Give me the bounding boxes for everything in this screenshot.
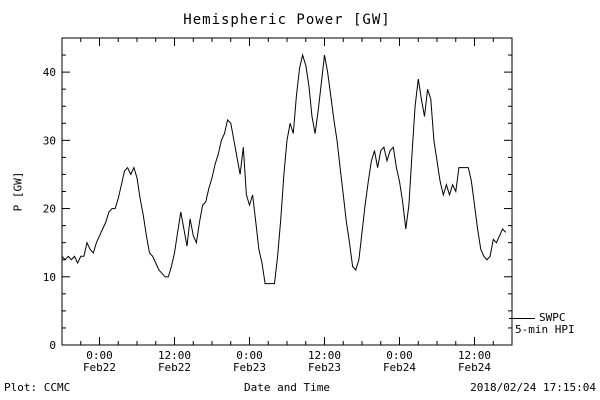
plot-timestamp: 2018/02/24 17:15:04 [470,381,596,394]
hpi-data-line [61,53,507,285]
legend-line-swatch [509,317,535,319]
x-tick-time-label: 0:00 [86,349,113,362]
x-tick-date-label: Feb24 [458,361,491,374]
y-tick-label: 40 [43,66,56,79]
plot-credit: Plot: CCMC [4,381,71,394]
x-axis-label: Date and Time [243,381,331,394]
legend-row-source: SWPC [509,312,599,324]
x-tick-time-label: 12:00 [158,349,191,362]
x-tick-date-label: Feb23 [308,361,341,374]
x-tick-time-label: 0:00 [386,349,413,362]
x-tick-time-label: 0:00 [236,349,263,362]
x-tick-date-label: Feb23 [233,361,266,374]
y-tick-label: 20 [43,203,56,216]
legend-series-label: 5-min HPI [515,323,575,336]
y-axis-label: P [GW] [11,171,25,212]
x-tick-time-label: 12:00 [308,349,341,362]
y-tick-label: 10 [43,271,56,284]
x-tick-time-label: 12:00 [458,349,491,362]
y-tick-label: 30 [43,134,56,147]
x-tick-date-label: Feb24 [383,361,416,374]
y-tick-label: 0 [49,339,56,352]
x-tick-date-label: Feb22 [158,361,191,374]
chart-title: Hemispheric Power [GW] [183,12,391,28]
legend: SWPC 5-min HPI [509,312,599,336]
x-tick-date-label: Feb22 [83,361,116,374]
legend-source-label: SWPC [539,311,566,324]
